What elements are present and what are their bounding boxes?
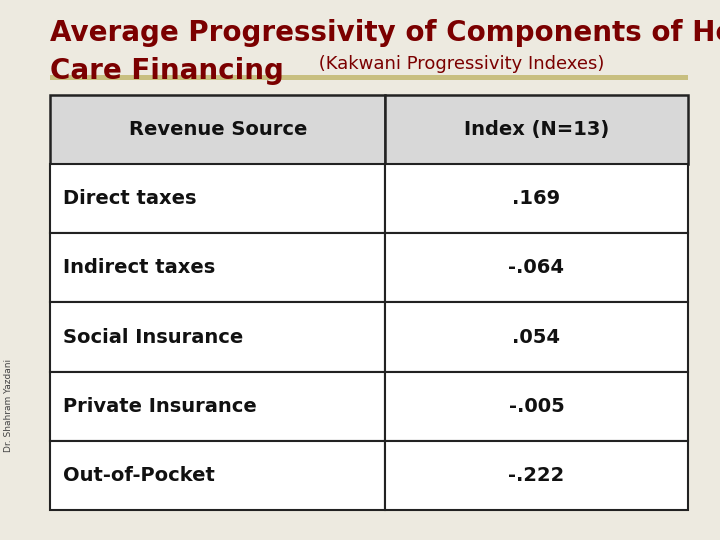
Text: Index (N=13): Index (N=13)	[464, 120, 609, 139]
Text: Average Progressivity of Components of Health: Average Progressivity of Components of H…	[50, 19, 720, 47]
Bar	[50, 75, 688, 80]
Text: Indirect taxes: Indirect taxes	[63, 258, 215, 277]
Text: Direct taxes: Direct taxes	[63, 189, 197, 208]
Text: -.005: -.005	[508, 397, 564, 416]
Text: .054: .054	[513, 328, 560, 347]
Text: Care Financing: Care Financing	[50, 57, 284, 85]
Text: (Kakwani Progressivity Indexes): (Kakwani Progressivity Indexes)	[313, 55, 605, 73]
Text: Private Insurance: Private Insurance	[63, 397, 257, 416]
Text: -.222: -.222	[508, 466, 564, 485]
Text: Out-of-Pocket: Out-of-Pocket	[63, 466, 215, 485]
Text: Dr. Shahram Yazdani: Dr. Shahram Yazdani	[4, 359, 13, 451]
Text: .169: .169	[513, 189, 560, 208]
Text: Social Insurance: Social Insurance	[63, 328, 243, 347]
Text: Revenue Source: Revenue Source	[129, 120, 307, 139]
Text: -.064: -.064	[508, 258, 564, 277]
